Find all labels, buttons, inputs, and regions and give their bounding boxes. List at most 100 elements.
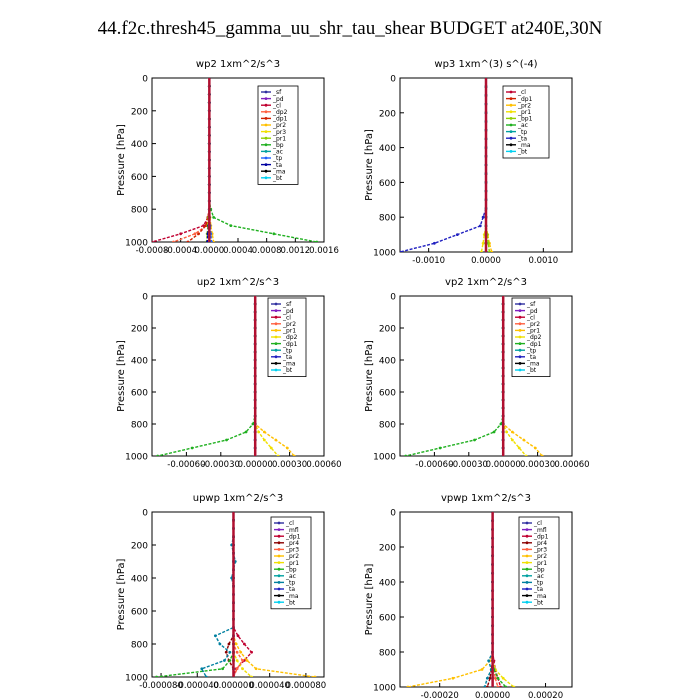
y-axis-label: Pressure [hPa] — [364, 129, 375, 201]
legend: _cl_mfl_dp1_pr4_pr3_pr2_pr1_bp_ac_tp_ta_… — [518, 516, 560, 610]
legend-marker — [518, 302, 522, 306]
legend-marker — [518, 362, 522, 365]
y-tick-label: 1000 — [125, 453, 148, 463]
legend-marker — [277, 521, 281, 525]
series-point-pr3 — [235, 650, 239, 654]
series-point-dp2 — [276, 454, 280, 456]
x-tick-label: -0.00020 — [421, 691, 459, 700]
legend-label: _ta — [285, 586, 295, 593]
legend-marker — [264, 156, 268, 160]
legend-marker — [525, 534, 529, 538]
legend-label: _bp — [272, 142, 284, 149]
x-tick-label: 0.0000 — [194, 246, 224, 256]
legend-marker — [518, 329, 522, 332]
series-point-pr2 — [245, 659, 249, 662]
legend-label: _sf — [282, 301, 292, 308]
series-point-cl — [179, 232, 183, 236]
legend-label: _cl — [272, 102, 281, 109]
series-point-pr4 — [488, 676, 492, 680]
legend-label: _ac — [285, 573, 296, 580]
legend-label: _pd — [526, 308, 538, 315]
series-group — [404, 296, 544, 456]
series-point-pr1 — [512, 685, 516, 687]
legend-label: _ma — [282, 361, 296, 368]
series-point-bp — [315, 240, 319, 242]
series-point-bp — [504, 685, 508, 687]
y-tick-label: 400 — [379, 357, 396, 367]
legend-label: _ac — [272, 149, 283, 156]
series-point-pr2 — [254, 667, 258, 671]
legend-label: _ma — [285, 593, 299, 600]
series-point-dp2 — [510, 438, 514, 442]
legend: _sf_pd_cl_pr2_pr1_dp2_dp1_tp_ta_ma_bt — [267, 297, 307, 377]
panel-1: wp3 1xm^(3) s^(-4) Pressure [hPa] 0 200 400 6… — [364, 59, 573, 266]
y-tick-label: 400 — [379, 579, 396, 589]
legend-marker — [277, 574, 281, 578]
legend-label: _ma — [517, 142, 531, 149]
legend-marker — [277, 581, 281, 584]
y-tick-label: 400 — [131, 140, 148, 150]
y-tick-label: 200 — [131, 325, 148, 335]
series-point-tp — [485, 676, 489, 680]
series-point-pr1 — [501, 676, 505, 680]
series-point-tp — [228, 650, 232, 654]
y-tick-label: 200 — [379, 325, 396, 335]
legend-label: _pr2 — [282, 321, 296, 328]
legend-label: _pr3 — [272, 129, 286, 136]
series-point-pr2 — [313, 675, 317, 677]
legend-label: _bp1 — [517, 116, 533, 123]
y-tick-label: 200 — [131, 107, 148, 117]
legend-marker — [509, 117, 513, 120]
series-point-pr1 — [235, 659, 239, 662]
series-point-ta — [205, 240, 209, 242]
series-point-ta — [481, 215, 485, 219]
series-point-dp1 — [473, 438, 476, 442]
x-tick-label: 0.0012 — [280, 246, 310, 256]
legend-marker — [274, 329, 278, 332]
y-tick-label: 0 — [142, 509, 148, 519]
legend-marker — [264, 150, 268, 153]
series-group — [155, 512, 317, 677]
legend-marker — [277, 548, 281, 551]
legend-label: _mfl — [533, 527, 547, 534]
series-point-pr2 — [480, 668, 484, 671]
series-point-pr1 — [250, 675, 253, 677]
legend-label: _bt — [517, 149, 528, 156]
legend-marker — [264, 90, 268, 94]
legend-marker — [277, 594, 281, 597]
series-point-tp — [487, 659, 491, 663]
x-tick-label: -0.00030 — [202, 460, 240, 470]
legend-marker — [518, 315, 522, 319]
series-point-ta — [455, 233, 459, 237]
legend: _sf_pd_cl_dp2_dp1_pr2_pr3_pr1_bp_ac_tp_t… — [257, 85, 299, 185]
series-line-pr1 — [502, 296, 543, 456]
legend-label: _ta — [533, 586, 543, 593]
legend-label: _tp — [282, 347, 292, 354]
legend-label: _dp1 — [285, 533, 301, 540]
series-point-bp — [155, 675, 158, 677]
panel-title: vpwp 1xm^2/s^3 — [441, 493, 531, 504]
series-point-ta — [433, 241, 436, 245]
y-axis-label: Pressure [hPa] — [116, 124, 127, 196]
series-point-dp2 — [524, 454, 528, 456]
legend-label: _sf — [272, 89, 282, 96]
legend-marker — [264, 136, 268, 140]
legend-label: _pr3 — [285, 547, 299, 554]
y-tick-label: 800 — [379, 421, 396, 431]
panel-title: upwp 1xm^2/s^3 — [193, 493, 283, 504]
series-point-pr2 — [406, 685, 410, 687]
legend-label: _ta — [517, 135, 527, 142]
series-line-ta — [400, 78, 487, 252]
legend-marker — [274, 355, 278, 359]
legend-marker — [509, 150, 513, 153]
series-point-pr2 — [239, 650, 243, 654]
series-point-dp1 — [225, 438, 228, 442]
legend-label: _dp2 — [282, 334, 298, 341]
legend-marker — [277, 541, 281, 545]
series-point-dp1 — [499, 422, 503, 426]
series-point-bp — [496, 676, 500, 680]
panel-title: vp2 1xm^2/s^3 — [445, 277, 527, 288]
x-tick-label: -0.00060 — [167, 460, 205, 470]
y-tick-label: 600 — [131, 173, 148, 183]
